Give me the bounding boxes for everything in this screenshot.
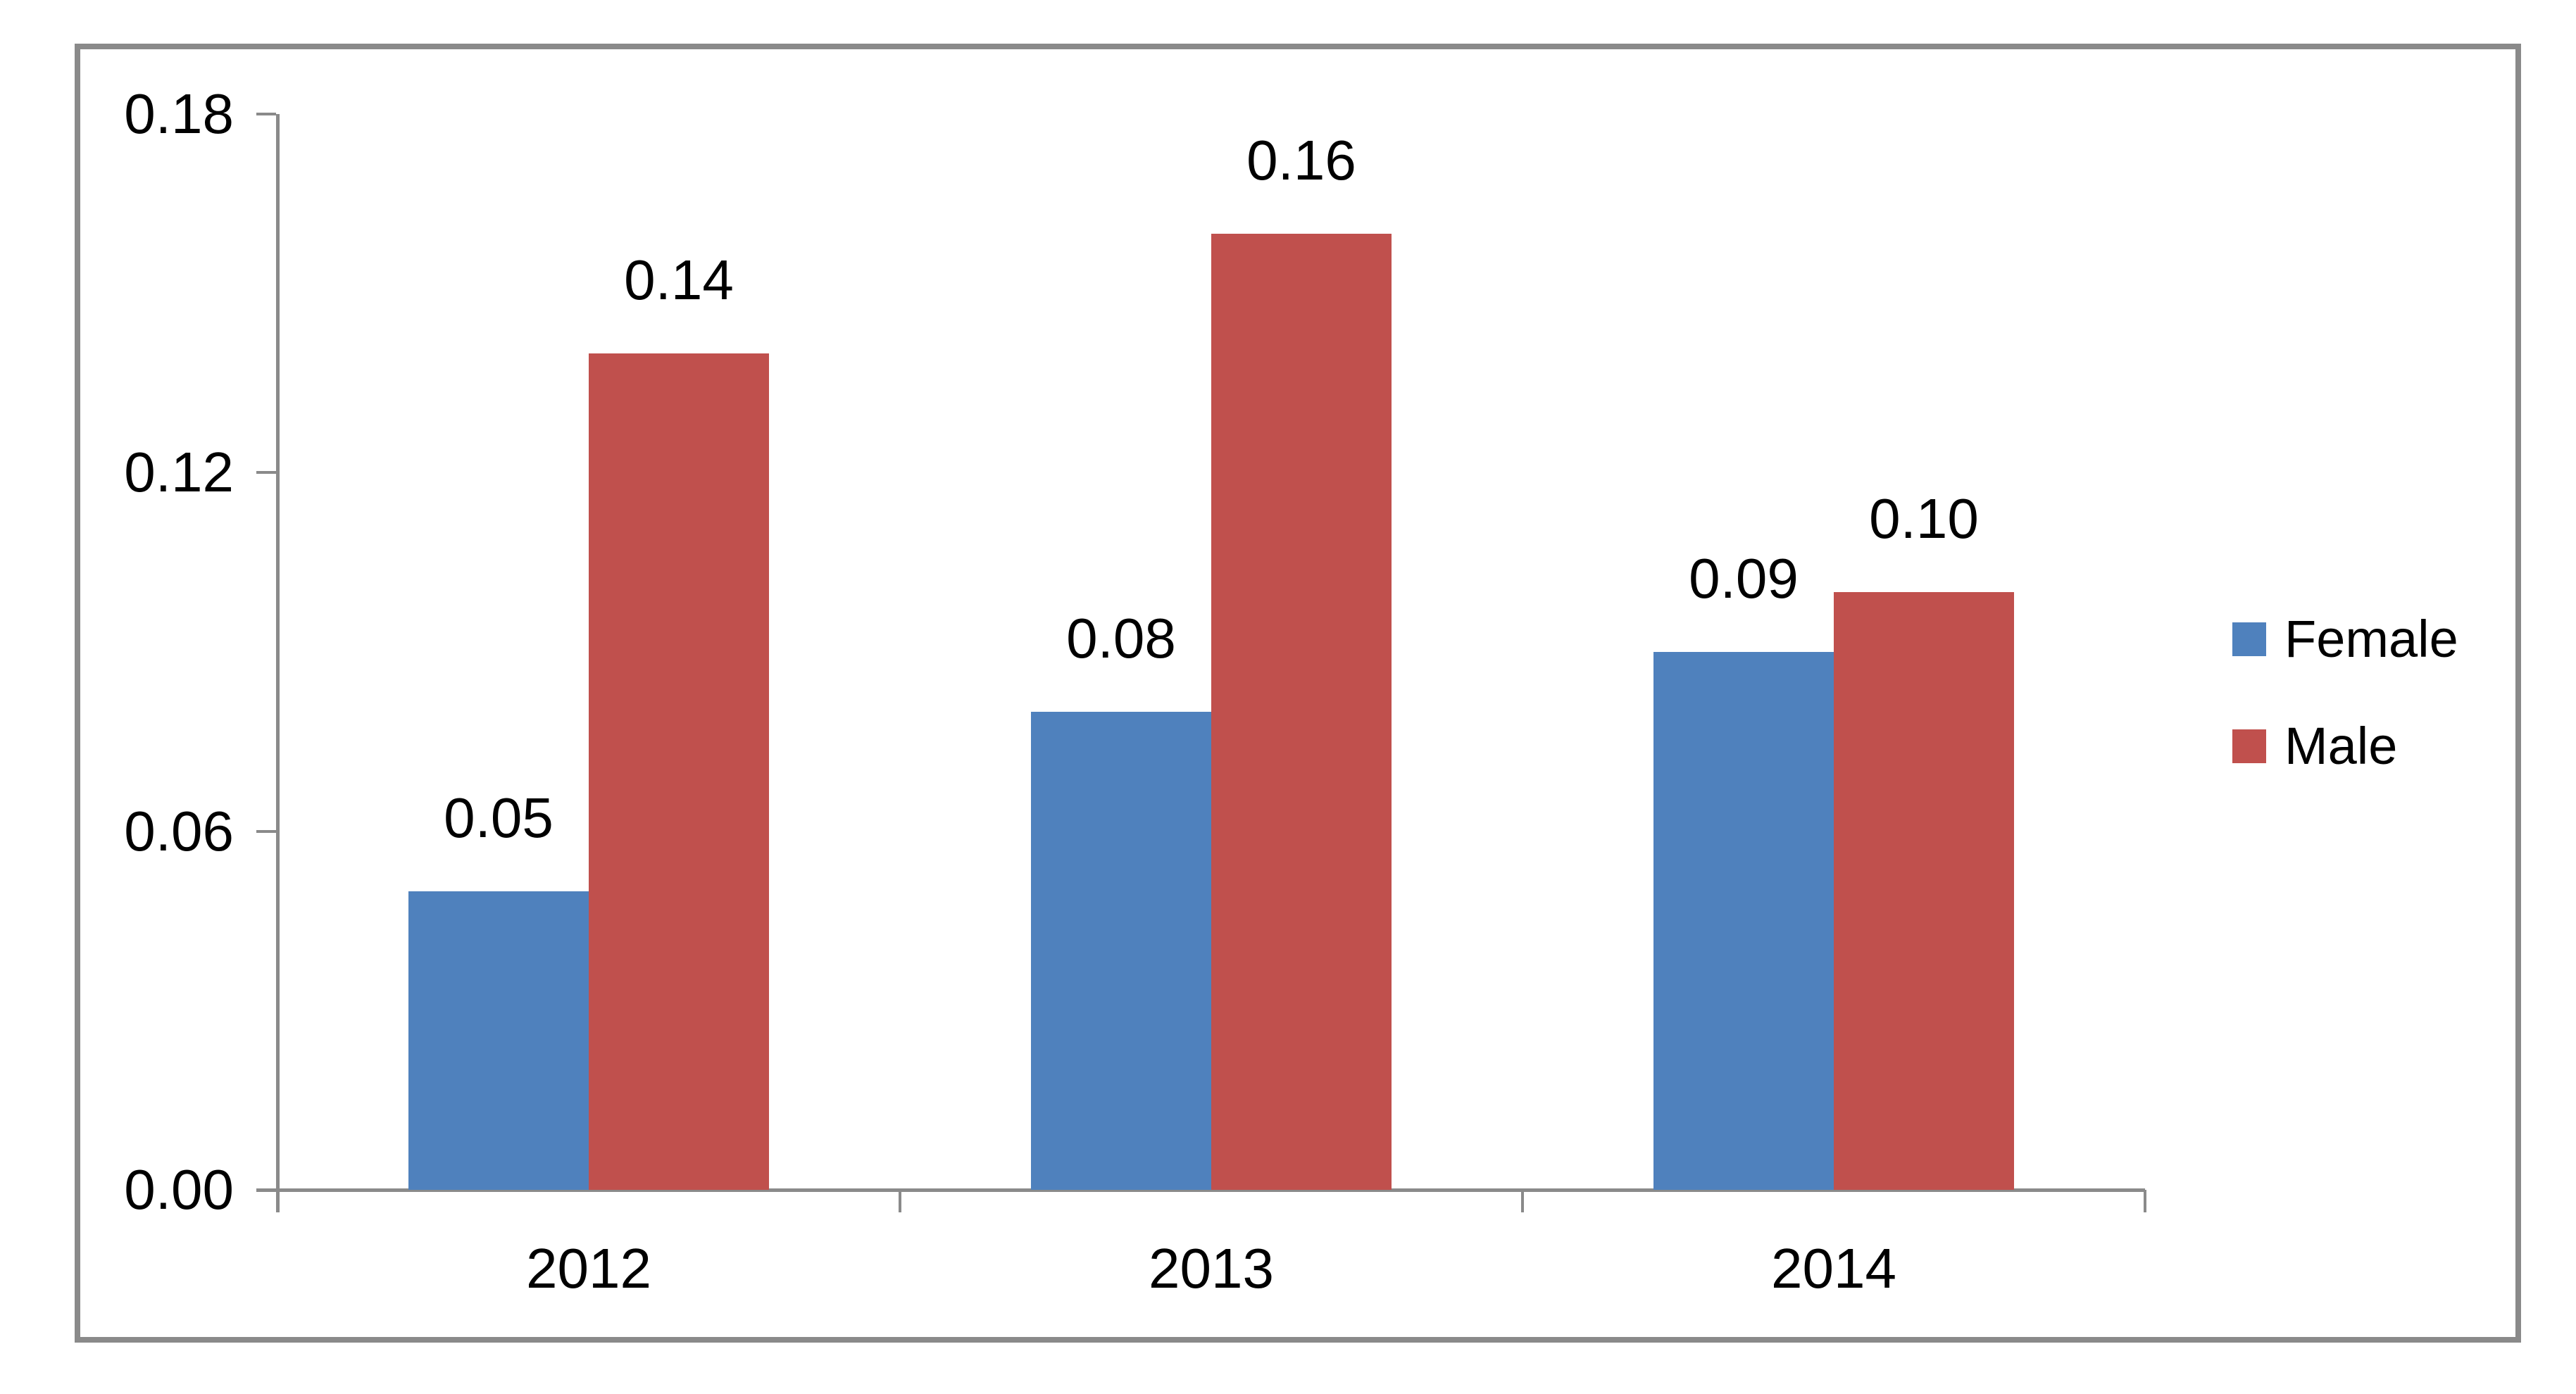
y-tick-mark-1 [256,829,276,833]
bar-value-label-female-2012: 0.05 [444,786,554,849]
bar-value-label-male-2014: 0.10 [1869,487,1979,551]
legend-label-female: Female [2284,610,2458,668]
bar-male-2014 [1834,592,2014,1190]
x-category-label-2014: 2014 [1771,1237,1896,1300]
bar-female-2012 [408,891,589,1190]
bar-value-label-female-2014: 0.09 [1689,547,1799,610]
y-tick-mark-2 [256,471,276,475]
legend-label-male: Male [2284,717,2398,775]
x-tick-mark-0 [276,1190,279,1212]
bar-male-2013 [1211,233,1392,1190]
x-category-label-2013: 2013 [1149,1237,1274,1300]
y-tick-label-3: 0.18 [124,82,234,145]
legend-item-male: Male [2232,714,2458,779]
y-tick-mark-0 [256,1188,276,1191]
x-tick-mark-1 [899,1190,901,1212]
y-tick-label-2: 0.12 [124,441,234,504]
y-axis-line [276,114,280,1212]
legend: Female Male [2232,607,2458,779]
y-tick-mark-3 [256,113,276,115]
bar-value-label-male-2013: 0.16 [1246,128,1356,191]
y-tick-label-1: 0.06 [124,799,234,862]
legend-swatch-female-icon [2232,622,2266,656]
legend-swatch-male-icon [2232,729,2266,763]
bar-female-2013 [1031,711,1211,1190]
x-tick-mark-2 [1521,1190,1524,1212]
bar-value-label-female-2013: 0.08 [1066,606,1176,670]
x-category-label-2012: 2012 [526,1237,651,1300]
x-tick-mark-3 [2144,1190,2146,1212]
bar-female-2014 [1653,652,1834,1190]
x-axis-line [256,1188,2145,1192]
bar-male-2012 [589,353,769,1190]
y-tick-label-0: 0.00 [124,1158,234,1221]
bar-value-label-male-2012: 0.14 [624,248,734,311]
legend-item-female: Female [2232,607,2458,672]
